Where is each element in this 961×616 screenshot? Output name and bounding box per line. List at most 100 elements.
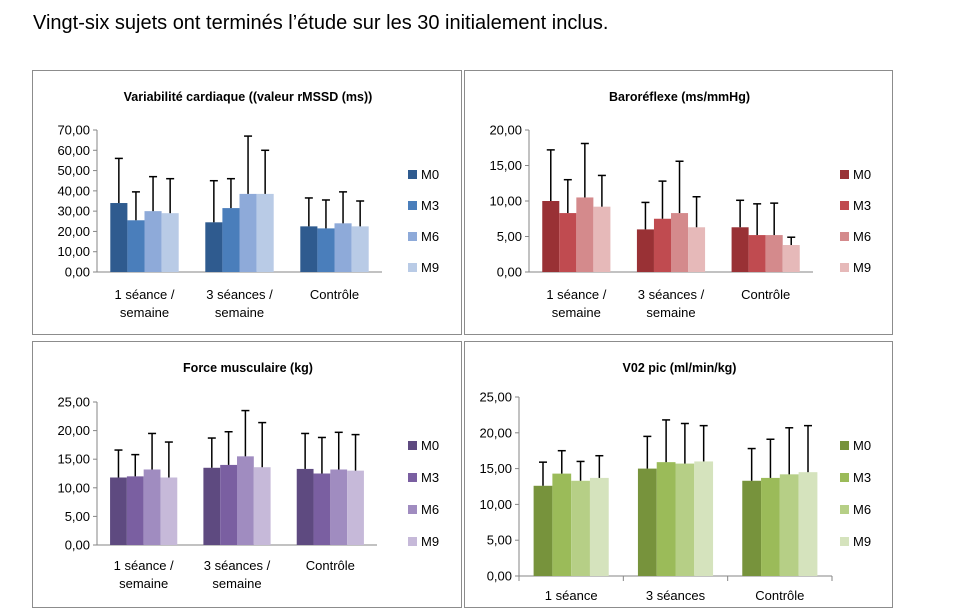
- legend-label: M9: [853, 534, 871, 549]
- y-tick-label: 40,00: [57, 183, 90, 198]
- bar: [742, 480, 762, 576]
- y-tick-label: 15,00: [489, 158, 522, 173]
- chart-panel-vo2-peak: V02 pic (ml/min/kg) 0,00 5,00 10,00 15,00 20,…: [464, 341, 893, 608]
- y-tick-label: 20,00: [489, 123, 522, 138]
- chart-svg: Force musculaire (kg) 0,00 5,00 10,00 15,00 2…: [57, 361, 439, 591]
- chart-svg: Baroréflexe (ms/mmHg) 0,00 5,00 10,00 15,00 2…: [489, 90, 871, 320]
- y-tick-label: 30,00: [57, 204, 90, 219]
- bar: [239, 193, 257, 272]
- chart-title: Baroréflexe (ms/mmHg): [609, 90, 750, 104]
- legend-label: M3: [421, 470, 439, 485]
- legend-label: M9: [421, 534, 439, 549]
- legend-label: M6: [421, 502, 439, 517]
- bar: [256, 193, 274, 272]
- bar: [126, 476, 144, 545]
- bar: [203, 467, 221, 545]
- y-tick-label: 20,00: [57, 423, 90, 438]
- legend-label: M9: [421, 260, 439, 275]
- chart-panel-baroreflex: Baroréflexe (ms/mmHg) 0,00 5,00 10,00 15,00 2…: [464, 70, 893, 335]
- y-tick-label: 15,00: [57, 452, 90, 467]
- chart-svg: V02 pic (ml/min/kg) 0,00 5,00 10,00 15,00 20,…: [479, 361, 871, 603]
- bar: [798, 472, 818, 576]
- bar: [593, 206, 611, 272]
- legend-swatch: [840, 263, 849, 272]
- chart-panel-heart-rate-variability: Variabilité cardiaque ((valeur rMSSD (ms…: [32, 70, 462, 335]
- bar: [779, 474, 799, 576]
- legend-swatch: [408, 473, 417, 482]
- legend-swatch: [408, 170, 417, 179]
- x-category-label: Contrôle: [755, 588, 804, 603]
- chart-panel-muscle-strength: Force musculaire (kg) 0,00 5,00 10,00 15,00 2…: [32, 341, 462, 608]
- y-tick-label: 5,00: [65, 509, 90, 524]
- y-tick-label: 0,00: [65, 538, 90, 553]
- x-category-label: 3 séances /: [638, 287, 705, 302]
- x-category-label: semaine: [212, 576, 261, 591]
- x-category-label: 1 séance: [545, 588, 598, 603]
- bar: [313, 473, 331, 545]
- bar: [656, 462, 676, 576]
- bar: [731, 227, 749, 272]
- y-tick-label: 10,00: [479, 497, 512, 512]
- bar: [636, 229, 654, 272]
- legend-label: M0: [853, 167, 871, 182]
- bar: [237, 456, 254, 545]
- bar: [533, 485, 553, 576]
- bar: [300, 226, 318, 272]
- bar: [748, 235, 766, 272]
- chart-title: Variabilité cardiaque ((valeur rMSSD (ms…: [124, 90, 373, 104]
- legend-label: M0: [421, 167, 439, 182]
- x-category-label: semaine: [119, 576, 168, 591]
- chart-title: Force musculaire (kg): [183, 361, 313, 375]
- bar: [296, 468, 314, 545]
- y-tick-label: 20,00: [57, 224, 90, 239]
- bar: [559, 213, 577, 272]
- bar: [110, 477, 127, 545]
- bar: [222, 208, 240, 272]
- y-tick-label: 60,00: [57, 143, 90, 158]
- legend-label: M0: [421, 438, 439, 453]
- y-tick-label: 5,00: [497, 229, 522, 244]
- bar: [317, 228, 335, 272]
- x-category-label: 1 séance /: [115, 287, 175, 302]
- x-category-label: 1 séance /: [546, 287, 606, 302]
- x-category-label: 3 séances /: [206, 287, 273, 302]
- y-tick-label: 0,00: [487, 569, 512, 584]
- page-headline: Vingt-six sujets ont terminés l’étude su…: [33, 12, 609, 34]
- y-tick-label: 10,00: [57, 244, 90, 259]
- y-tick-label: 25,00: [479, 390, 512, 405]
- bar: [143, 469, 161, 545]
- x-category-label: Contrôle: [306, 558, 355, 573]
- y-tick-label: 15,00: [479, 461, 512, 476]
- bar: [671, 213, 689, 272]
- legend-swatch: [408, 441, 417, 450]
- bar: [161, 213, 179, 272]
- legend-swatch: [840, 201, 849, 210]
- x-category-label: 3 séances: [646, 588, 706, 603]
- bar: [205, 222, 223, 272]
- legend-swatch: [840, 170, 849, 179]
- x-category-label: Contrôle: [310, 287, 359, 302]
- y-tick-label: 20,00: [479, 425, 512, 440]
- legend-swatch: [408, 263, 417, 272]
- legend-label: M6: [853, 229, 871, 244]
- y-tick-label: 10,00: [489, 194, 522, 209]
- y-tick-label: 70,00: [57, 123, 90, 138]
- y-tick-label: 5,00: [487, 533, 512, 548]
- legend-swatch: [840, 232, 849, 241]
- y-tick-label: 25,00: [57, 395, 90, 410]
- bar: [675, 463, 695, 576]
- x-category-label: semaine: [646, 305, 695, 320]
- bar: [330, 469, 348, 545]
- y-tick-label: 10,00: [57, 480, 90, 495]
- x-category-label: semaine: [552, 305, 601, 320]
- legend-swatch: [408, 201, 417, 210]
- legend-swatch: [840, 537, 849, 546]
- legend-swatch: [408, 232, 417, 241]
- bar: [571, 480, 590, 576]
- bar: [160, 477, 178, 545]
- bar: [653, 218, 671, 272]
- bar: [782, 245, 800, 272]
- bar: [351, 226, 369, 272]
- bar: [694, 461, 714, 576]
- legend-swatch: [840, 473, 849, 482]
